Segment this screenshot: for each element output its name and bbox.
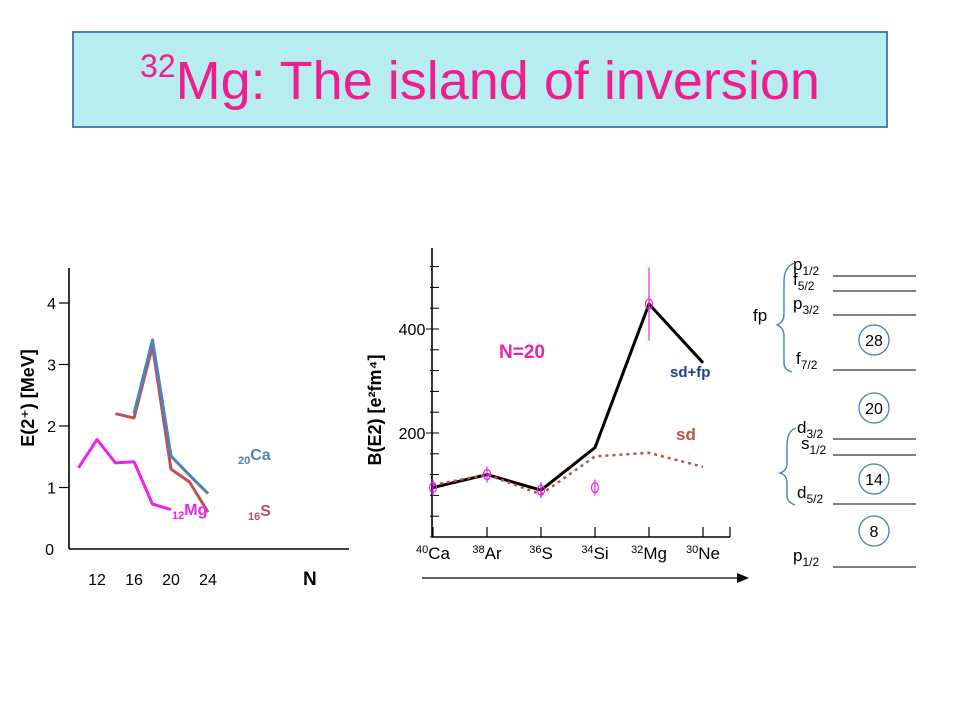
orbital-j: 3/2 [806,427,823,441]
title-banner: 32Mg: The island of inversion [72,31,888,128]
magic-number-circle [858,392,890,424]
arrow-head-icon [737,573,749,583]
series-label-ca: 20Ca [238,447,271,467]
orbital-letter: f [793,270,798,289]
fp-brace-icon [775,262,796,373]
title-text-main: Mg: The island of inversion [175,50,820,111]
series-label-z: 12 [172,510,184,522]
x-tick-label: 16 [125,572,143,589]
orbital-letter: s [801,434,810,453]
be2-series-sd [432,451,704,496]
shell-level-label: p3/2 [793,294,819,317]
nucleus-mass: 30 [686,544,698,556]
nucleus-mass: 40 [416,544,428,556]
x-tick-label: 24 [199,572,217,589]
nucleus-element: Ca [428,544,450,563]
y-axis-label-be2: B(E2) [e²fm⁴] [365,355,385,466]
fp-shell-label: fp [753,306,767,325]
orbital-letter: p [793,294,802,313]
series-label-element: S [260,503,271,520]
series-line-ca [132,338,210,495]
orbital-j: 1/2 [810,443,827,457]
orbital-letter: p [793,255,802,274]
nucleus-element: S [541,544,552,563]
nucleus-element: Si [594,544,609,563]
shell-level-label: p1/2 [793,255,819,278]
nucleus-element: Mg [643,544,667,563]
nucleus-element: Ar [485,544,502,563]
magic-number-label: 14 [865,472,883,489]
orbital-letter: d [797,418,806,437]
magic-number-label: 8 [870,524,879,541]
orbital-j: 3/2 [802,303,819,317]
legend-sd-fp: sd+fp [670,364,710,381]
y-tick-label: 0 [45,542,54,559]
x-tick-label: 20 [162,572,180,589]
series-label-z: 20 [238,455,250,467]
sd-brace-icon [777,427,797,506]
y-tick-label: 1 [47,481,56,498]
series-label-element: Mg [184,502,207,519]
nucleus-label-mg: 32Mg [631,544,667,563]
y-axis-label-e2: E(2⁺) [MeV] [18,349,38,447]
nucleus-label-ca: 40Ca [416,544,451,563]
series-line-s [115,344,210,513]
orbital-letter: f [796,349,801,368]
nucleus-label-ar: 38Ar [472,544,502,563]
series-line-mg [77,438,172,512]
shell-level-label: p1/2 [793,546,819,569]
nucleus-mass: 38 [472,544,484,556]
x-tick-label: 12 [88,572,106,589]
series-label-mg: 12Mg [172,502,207,522]
series-label-s: 16S [248,503,271,523]
shell-level-label: d5/2 [797,483,823,506]
orbital-letter: d [797,483,806,502]
nucleus-label-si: 34Si [581,544,608,563]
be2-chart: 200 400 40Ca 38Ar 36S 34Si 32Mg 30Ne B(E2) [e²… [365,248,749,583]
be2-y-tick-label: 400 [399,322,426,339]
nucleus-element: Ne [698,544,720,563]
series-label-element: Ca [250,447,271,464]
orbital-j: 5/2 [798,279,815,293]
nucleus-mass: 34 [581,544,593,556]
nucleus-label-ne: 30Ne [686,544,720,563]
orbital-j: 1/2 [802,264,819,278]
y-tick-label: 3 [47,358,56,375]
magic-number-label: 20 [865,401,883,418]
nucleus-mass: 36 [529,544,541,556]
orbital-j: 7/2 [801,358,818,372]
shell-level-label: f5/2 [793,270,815,293]
orbital-j: 1/2 [802,555,819,569]
magic-number-circle [858,515,890,547]
orbital-letter: p [793,546,802,565]
legend-sd: sd [676,425,696,444]
be2-series-sd-fp [432,302,705,492]
shell-level-label: f7/2 [796,349,818,372]
shell-level-label: d3/2 [797,418,823,441]
x-axis-label-n: N [303,569,317,590]
orbital-j: 5/2 [806,492,823,506]
magic-number-label: 28 [865,333,883,350]
nucleus-mass: 32 [631,544,643,556]
series-label-z: 16 [248,511,260,523]
shell-level-label: s1/2 [801,434,827,457]
y-tick-label: 2 [47,419,56,436]
page-title: 32Mg: The island of inversion [140,48,820,112]
nucleus-label-s: 36S [529,544,553,563]
be2-y-tick-label: 200 [399,426,426,443]
title-mass-number: 32 [140,47,176,84]
magic-number-circle [858,324,890,356]
y-tick-label: 4 [47,296,56,313]
n20-annotation: N=20 [499,342,545,363]
magic-number-circle [858,463,890,495]
